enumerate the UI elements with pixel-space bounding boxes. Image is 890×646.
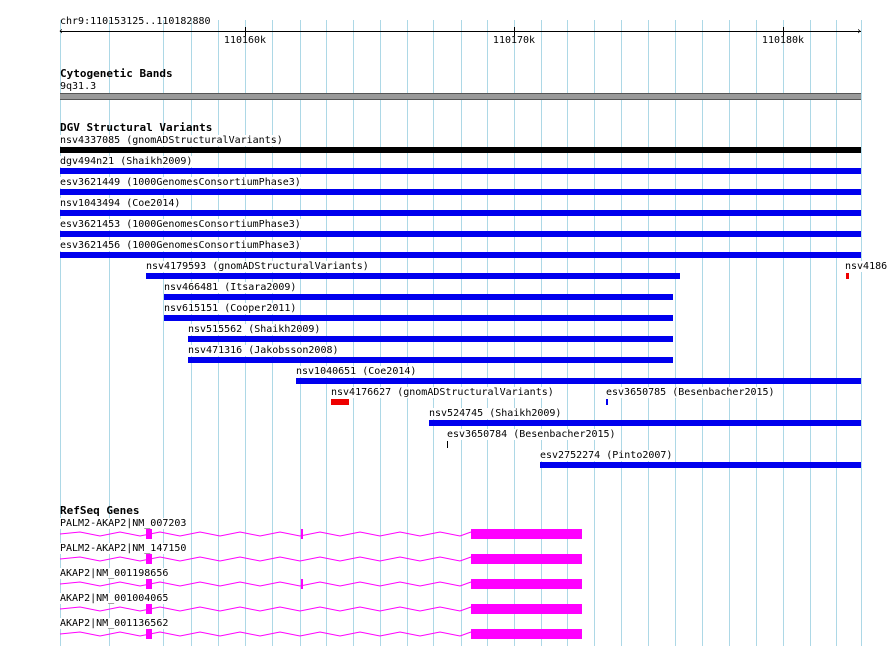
ruler-tick-label: 110170k bbox=[492, 35, 536, 46]
feature-bar[interactable] bbox=[846, 273, 849, 279]
feature-label[interactable]: nsv466481 (Itsara2009) bbox=[164, 282, 297, 293]
refseq-track-title[interactable]: RefSeq Genes bbox=[60, 504, 140, 517]
gene-label[interactable]: AKAP2|NM_001136562 bbox=[60, 618, 169, 629]
feature-bar[interactable] bbox=[60, 147, 861, 153]
feature-bar[interactable] bbox=[447, 441, 448, 448]
feature-bar[interactable] bbox=[540, 462, 861, 468]
gene-label[interactable]: AKAP2|NM_001198656 bbox=[60, 568, 169, 579]
feature-label[interactable]: nsv515562 (Shaikh2009) bbox=[188, 324, 321, 335]
feature-bar[interactable] bbox=[146, 273, 680, 279]
feature-label[interactable]: nsv524745 (Shaikh2009) bbox=[429, 408, 562, 419]
cytoband-bar[interactable] bbox=[60, 93, 861, 100]
feature-label[interactable]: esv2752274 (Pinto2007) bbox=[540, 450, 673, 461]
ruler-tick-label: 110160k bbox=[223, 35, 267, 46]
feature-bar[interactable] bbox=[296, 378, 861, 384]
ruler-tick-label: 110180k bbox=[761, 35, 805, 46]
feature-bar[interactable] bbox=[60, 168, 861, 174]
feature-bar[interactable] bbox=[164, 294, 673, 300]
ruler-left-arrow-icon[interactable]: ‹ bbox=[58, 26, 65, 37]
location-label: chr9:110153125..110182880 bbox=[60, 16, 211, 27]
feature-label[interactable]: esv3650784 (Besenbacher2015) bbox=[447, 429, 616, 440]
ruler-right-arrow-icon[interactable]: › bbox=[856, 26, 863, 37]
feature-bar[interactable] bbox=[60, 231, 861, 237]
feature-label[interactable]: dgv494n21 (Shaikh2009) bbox=[60, 156, 193, 167]
feature-bar[interactable] bbox=[60, 210, 861, 216]
feature-label[interactable]: esv3621456 (1000GenomesConsortiumPhase3) bbox=[60, 240, 301, 251]
feature-bar[interactable] bbox=[60, 189, 861, 195]
feature-bar[interactable] bbox=[429, 420, 861, 426]
feature-bar[interactable] bbox=[188, 336, 673, 342]
cytoband-label: 9q31.3 bbox=[60, 81, 97, 92]
feature-label[interactable]: esv3621453 (1000GenomesConsortiumPhase3) bbox=[60, 219, 301, 230]
feature-label[interactable]: nsv4176627 (gnomADStructuralVariants) bbox=[331, 387, 554, 398]
feature-bar[interactable] bbox=[164, 315, 673, 321]
feature-label[interactable]: nsv1043494 (Coe2014) bbox=[60, 198, 181, 209]
feature-label[interactable]: nsv471316 (Jakobsson2008) bbox=[188, 345, 339, 356]
dgv-track-title[interactable]: DGV Structural Variants bbox=[60, 121, 213, 134]
feature-label[interactable]: nsv4337085 (gnomADStructuralVariants) bbox=[60, 135, 283, 146]
ruler-axis bbox=[60, 31, 861, 32]
feature-bar[interactable] bbox=[606, 399, 608, 405]
gene-label[interactable]: PALM2-AKAP2|NM_147150 bbox=[60, 543, 187, 554]
feature-bar[interactable] bbox=[331, 399, 349, 405]
cytoband-track-title[interactable]: Cytogenetic Bands bbox=[60, 67, 173, 80]
feature-bar[interactable] bbox=[188, 357, 673, 363]
feature-label[interactable]: nsv4179593 (gnomADStructuralVariants) bbox=[146, 261, 369, 272]
feature-label[interactable]: nsv615151 (Cooper2011) bbox=[164, 303, 297, 314]
gene-label[interactable]: PALM2-AKAP2|NM_007203 bbox=[60, 518, 187, 529]
feature-label[interactable]: nsv1040651 (Coe2014) bbox=[296, 366, 417, 377]
feature-label[interactable]: esv3621449 (1000GenomesConsortiumPhase3) bbox=[60, 177, 301, 188]
feature-label[interactable]: esv3650785 (Besenbacher2015) bbox=[606, 387, 775, 398]
feature-label[interactable]: nsv4186 bbox=[845, 261, 888, 272]
feature-bar[interactable] bbox=[60, 252, 861, 258]
gene-label[interactable]: AKAP2|NM_001004065 bbox=[60, 593, 169, 604]
